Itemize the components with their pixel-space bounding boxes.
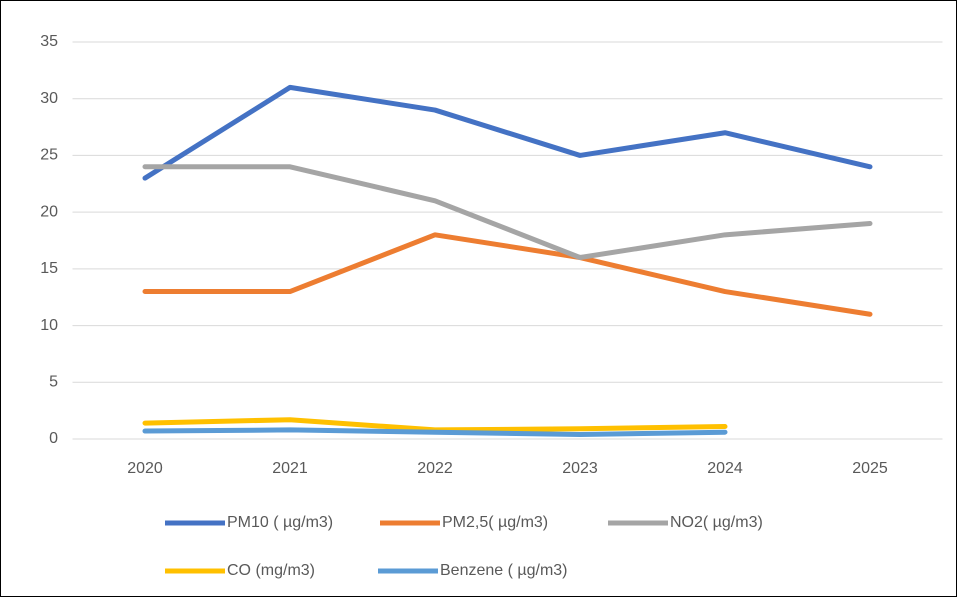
x-tick-label: 2020 <box>127 460 163 477</box>
y-tick-label: 10 <box>40 317 58 334</box>
legend-label: PM2,5( µg/m3) <box>442 514 548 531</box>
legend-label: Benzene ( µg/m3) <box>440 562 568 579</box>
legend-label: CO (mg/m3) <box>227 562 315 579</box>
series-line <box>142 427 728 437</box>
x-tick-label: 2023 <box>562 460 598 477</box>
x-tick-label: 2022 <box>417 460 453 477</box>
x-tick-label: 2021 <box>272 460 308 477</box>
legend-label: NO2( µg/m3) <box>670 514 763 531</box>
series-line <box>142 164 873 261</box>
series-line <box>142 84 873 181</box>
x-tick-label: 2024 <box>707 460 743 477</box>
legend-label: PM10 ( µg/m3) <box>227 514 333 531</box>
series-line <box>142 232 873 317</box>
y-tick-label: 15 <box>40 260 58 277</box>
y-tick-label: 30 <box>40 90 58 107</box>
y-tick-label: 35 <box>40 33 58 50</box>
x-tick-label: 2025 <box>852 460 888 477</box>
y-tick-label: 20 <box>40 203 58 220</box>
y-tick-label: 5 <box>49 374 58 391</box>
y-tick-label: 0 <box>49 430 58 447</box>
y-tick-label: 25 <box>40 147 58 164</box>
